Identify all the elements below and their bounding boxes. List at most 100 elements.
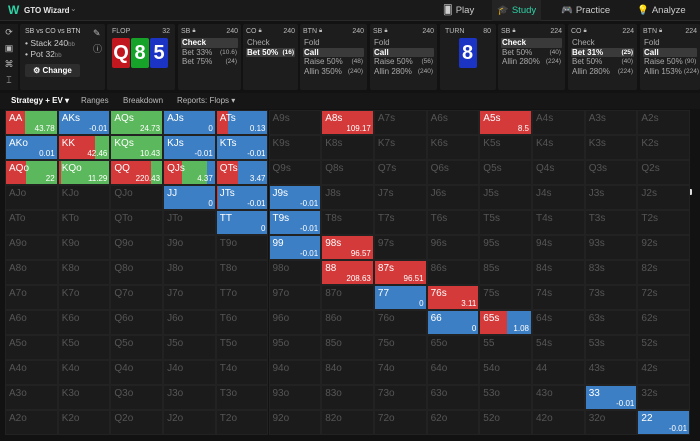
hand-cell[interactable]: QTs 3.47 [215,160,269,185]
tab-reports-flops[interactable]: Reports: Flops ▾ [177,96,236,105]
hand-cell[interactable]: T8o [215,260,269,285]
hand-cell[interactable]: 53o [479,385,532,410]
hand-cell[interactable]: 86s [426,260,480,285]
hand-cell[interactable]: A5s 8.5 [479,110,532,135]
hand-cell[interactable]: J7o [163,285,216,310]
hand-cell[interactable]: T4s [532,210,585,235]
hand-cell[interactable]: 92s [637,235,691,260]
hand-cell[interactable]: 52o [479,410,532,435]
hand-cell[interactable]: 66 0 [426,310,480,335]
action-option[interactable]: Allin 280% (224) [501,57,562,67]
action-option[interactable]: Raise 50% (48) [303,57,364,67]
hand-cell[interactable]: A9s [268,110,322,135]
hand-cell[interactable]: 43s [584,360,638,385]
action-option[interactable]: Raise 50% (90) [643,57,697,67]
action-option[interactable]: Call [373,47,434,57]
hand-cell[interactable]: J4o [163,360,216,385]
hand-cell[interactable]: 87s 96.51 [373,260,427,285]
action-option[interactable]: Fold [643,38,697,48]
info-icon[interactable]: ⓘ [93,44,103,54]
hand-cell[interactable]: ATs 0.13 [215,110,269,135]
hand-cell[interactable]: 97s [373,235,427,260]
hand-cell[interactable]: A7o [5,285,58,310]
nav-practice[interactable]: 🎮 Practice [556,0,615,21]
hand-cell[interactable]: A6s [426,110,480,135]
hand-cell[interactable]: T6s [426,210,480,235]
hand-cell[interactable]: A2s [637,110,691,135]
nav-study[interactable]: 🎓 Study [492,0,542,21]
hand-cell[interactable]: T6o [215,310,269,335]
hand-cell[interactable]: 32s [637,385,691,410]
hand-cell[interactable]: AKo 0.01 [5,135,58,160]
hand-cell[interactable]: A2o [5,410,58,435]
hand-cell[interactable]: Q5s [479,160,532,185]
gamepad-icon[interactable]: ⌘ [4,59,14,69]
hand-cell[interactable]: T2o [215,410,269,435]
hand-cell[interactable]: 42s [637,360,691,385]
action-panel-btn[interactable]: BTN 🔒︎ 224 Fold Call Raise 50% (90) Allin 153%(… [640,24,700,90]
hand-cell[interactable]: K9o [57,235,111,260]
hand-cell[interactable]: T4o [215,360,269,385]
hand-cell[interactable]: T2s [637,210,691,235]
hand-cell[interactable]: K4o [57,360,111,385]
hand-cell[interactable]: K3s [584,135,638,160]
hand-cell[interactable]: K5s [479,135,532,160]
hand-cell[interactable]: ATo [5,210,58,235]
hand-cell[interactable]: 64s [532,310,585,335]
hand-cell[interactable]: 76s 3.11 [426,285,480,310]
action-option[interactable]: Raise 50% (56) [373,57,434,67]
hand-cell[interactable]: J2s [637,185,691,210]
action-panel-btn[interactable]: BTN 🔒︎ 240 Fold Call Raise 50% (48) Allin 350% (… [300,24,367,90]
hand-cell[interactable]: K6o [57,310,111,335]
hand-cell[interactable]: 42o [532,410,585,435]
hand-cell[interactable]: 52s [637,335,691,360]
hand-cell[interactable]: T7o [215,285,269,310]
hand-cell[interactable]: AJo [5,185,58,210]
hand-cell[interactable]: Q5o [110,335,164,360]
hand-cell[interactable]: 53s [584,335,638,360]
hand-cell[interactable]: 82s [637,260,691,285]
hand-cell[interactable]: 74s [532,285,585,310]
hand-cell[interactable]: T9s -0.01 [268,210,322,235]
hand-cell[interactable]: 73o [373,385,427,410]
hand-cell[interactable]: J6s [426,185,480,210]
hand-cell[interactable]: AQo 22 [5,160,58,185]
chevron-down-icon[interactable]: ⌄ [70,4,77,13]
hand-cell[interactable]: 86o [321,310,374,335]
logo[interactable]: W [8,3,20,17]
hand-cell[interactable]: A4o [5,360,58,385]
hand-cell[interactable]: 82o [321,410,374,435]
hand-cell[interactable]: K3o [57,385,111,410]
hand-cell[interactable]: K6s [426,135,480,160]
action-option[interactable]: Check [501,38,562,48]
hand-cell[interactable]: A8o [5,260,58,285]
hand-cell[interactable]: K9s [268,135,322,160]
hand-cell[interactable]: 96o [268,310,322,335]
hand-cell[interactable]: Q4o [110,360,164,385]
hand-cell[interactable]: AKs -0.01 [57,110,111,135]
hand-cell[interactable]: TT 0 [215,210,269,235]
hand-cell[interactable]: A7s [373,110,427,135]
hand-cell[interactable]: Q7s [373,160,427,185]
hand-cell[interactable]: Q6s [426,160,480,185]
hand-cell[interactable]: J3s [584,185,638,210]
hand-cell[interactable]: J3o [163,385,216,410]
hand-cell[interactable]: 33 -0.01 [584,385,638,410]
pencil-icon[interactable]: ✎ [93,28,101,38]
hand-cell[interactable]: 32o [584,410,638,435]
hand-cell[interactable]: J7s [373,185,427,210]
hand-cell[interactable]: 84s [532,260,585,285]
hand-cell[interactable]: J4s [532,185,585,210]
hand-cell[interactable]: Q3s [584,160,638,185]
hand-cell[interactable]: K8s [321,135,374,160]
action-option[interactable]: Call [303,47,364,57]
hand-cell[interactable]: Q8o [110,260,164,285]
hand-cell[interactable]: 98s 96.57 [321,235,374,260]
action-option[interactable]: Check [246,38,295,48]
hand-cell[interactable]: 54s [532,335,585,360]
hand-cell[interactable]: Q3o [110,385,164,410]
hand-cell[interactable]: 83o [321,385,374,410]
hand-cell[interactable]: 97o [268,285,322,310]
action-panel-co[interactable]: CO 🔒︎ 224 Check Bet 31% (25) Bet 50% (40) Allin … [568,24,637,90]
